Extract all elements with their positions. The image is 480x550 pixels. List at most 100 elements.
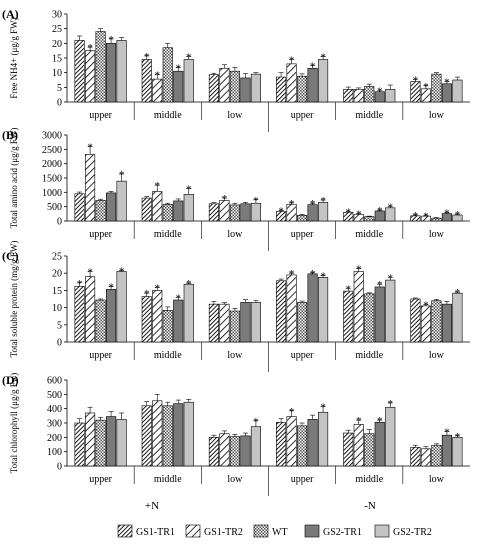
bar-gs1-tr1 — [74, 40, 85, 103]
y-tick-label: 15 — [52, 286, 62, 297]
category-label: upper — [291, 474, 314, 485]
bar-gs2-tr1 — [240, 203, 251, 222]
significance-mark: * — [423, 81, 429, 93]
bar-gs1-tr2 — [85, 412, 96, 467]
bar-gs1-tr1 — [208, 74, 219, 103]
y-tick-label: 0 — [57, 462, 62, 473]
significance-mark: * — [377, 415, 383, 427]
bar-wt — [95, 299, 106, 343]
bar-gs2-tr1 — [173, 299, 184, 343]
chart-panels: (A)Free NH4+ (μg/g FW) 0 5 10 15 20 25 30 * * uppe… — [2, 7, 470, 496]
bar-gs1-tr1 — [141, 197, 152, 222]
bar-gs2-tr1 — [307, 273, 318, 343]
bar-gs1-tr2 — [85, 154, 96, 222]
significance-mark: * — [253, 195, 259, 207]
bar-gs1-tr1 — [74, 193, 85, 222]
category-label: middle — [154, 110, 182, 121]
significance-mark: * — [289, 406, 295, 418]
bar-wt — [297, 425, 308, 467]
chart-panel-1: (A)Free NH4+ (μg/g FW) 0 5 10 15 20 25 30 * * uppe… — [2, 7, 470, 132]
significance-mark: * — [388, 398, 394, 410]
bar-gs2-tr2 — [183, 194, 194, 222]
bar-gs1-tr1 — [343, 290, 354, 343]
significance-mark: * — [356, 209, 362, 221]
bar-gs1-tr2 — [152, 191, 163, 222]
significance-mark: * — [423, 210, 429, 222]
y-tick-label: 0 — [57, 217, 62, 228]
y-tick-label: 10 — [52, 303, 62, 314]
bar-gs2-tr2 — [250, 426, 261, 467]
legend-label: WT — [272, 527, 288, 538]
bar-gs2-tr2 — [385, 406, 396, 467]
category-label: middle — [355, 110, 383, 121]
bar-gs2-tr1 — [307, 419, 318, 467]
bar-wt — [229, 70, 240, 103]
bar-gs1-tr2 — [219, 303, 230, 343]
legend-label: GS1-TR1 — [136, 527, 175, 538]
bar-wt — [431, 73, 442, 103]
panel-label: (A) — [2, 7, 19, 21]
bar-gs2-tr1 — [173, 200, 184, 222]
significance-mark: * — [377, 205, 383, 217]
bar-gs1-tr1 — [410, 298, 421, 343]
significance-mark: * — [320, 52, 326, 64]
category-label: upper — [291, 110, 314, 121]
bar-wt — [431, 300, 442, 343]
legend-swatch — [374, 524, 390, 538]
bar-gs1-tr2 — [286, 63, 297, 103]
significance-mark: * — [119, 169, 125, 181]
significance-mark: * — [87, 266, 93, 278]
significance-mark: * — [455, 431, 461, 443]
category-label: middle — [355, 474, 383, 485]
bar-gs2-tr1 — [240, 435, 251, 467]
significance-mark: * — [444, 427, 450, 439]
y-tick-label: 1500 — [42, 174, 62, 185]
bar-gs1-tr1 — [276, 280, 287, 343]
significance-mark: * — [320, 402, 326, 414]
significance-mark: * — [77, 278, 83, 290]
category-label: low — [227, 110, 243, 121]
bar-gs2-tr2 — [116, 180, 127, 222]
significance-mark: * — [444, 208, 450, 220]
y-tick-label: 25 — [52, 24, 62, 35]
panel-label: (D) — [2, 373, 19, 387]
y-tick-label: 20 — [52, 39, 62, 50]
y-tick-label: 400 — [47, 404, 62, 415]
bar-gs1-tr1 — [141, 405, 152, 467]
significance-mark: * — [155, 283, 161, 295]
bar-gs1-tr1 — [410, 447, 421, 467]
significance-mark: * — [310, 60, 316, 72]
minus-n-label: -N — [364, 500, 376, 512]
bar-wt — [162, 47, 173, 103]
y-tick-label: 0 — [57, 338, 62, 349]
bar-gs2-tr2 — [385, 279, 396, 343]
bar-gs1-tr2 — [353, 424, 364, 467]
bar-gs2-tr1 — [441, 303, 452, 343]
category-label: low — [227, 350, 243, 361]
legend-swatch — [304, 524, 320, 538]
y-tick-label: 1000 — [42, 188, 62, 199]
bar-gs2-tr1 — [374, 286, 385, 343]
significance-mark: * — [186, 52, 192, 64]
bar-gs2-tr2 — [318, 59, 329, 103]
legend-label: GS2-TR1 — [323, 527, 362, 538]
y-tick-label: 15 — [52, 54, 62, 65]
bar-wt — [229, 436, 240, 467]
category-label: middle — [154, 474, 182, 485]
category-label: low — [227, 474, 243, 485]
bar-gs2-tr1 — [307, 67, 318, 103]
significance-mark: * — [388, 201, 394, 213]
bar-wt — [95, 200, 106, 222]
significance-mark: * — [144, 288, 150, 300]
category-label: middle — [154, 229, 182, 240]
bar-gs1-tr2 — [219, 67, 230, 103]
y-tick-label: 30 — [52, 10, 62, 21]
significance-mark: * — [289, 54, 295, 66]
panel-label: (B) — [2, 128, 18, 142]
significance-mark: * — [320, 195, 326, 207]
bar-wt — [162, 204, 173, 222]
bar-wt — [162, 310, 173, 343]
significance-mark: * — [278, 205, 284, 217]
bar-gs2-tr2 — [318, 411, 329, 467]
legend-item-wt: WT — [253, 524, 288, 538]
